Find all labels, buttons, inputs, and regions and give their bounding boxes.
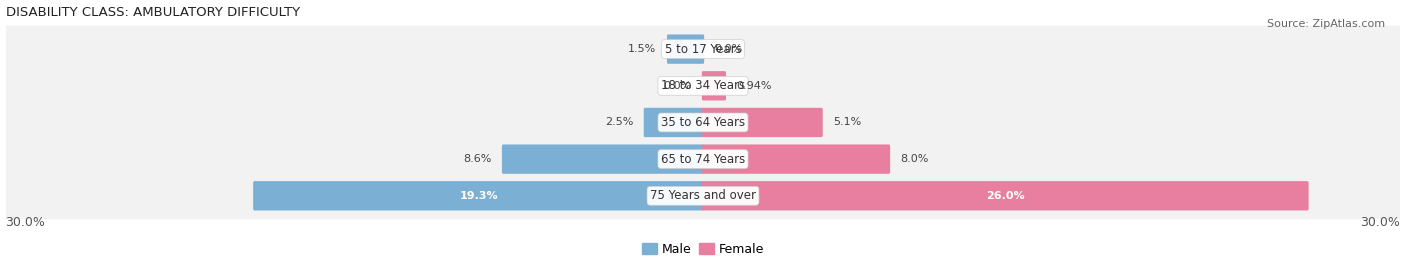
Text: 5 to 17 Years: 5 to 17 Years: [665, 43, 741, 56]
FancyBboxPatch shape: [666, 35, 704, 64]
FancyBboxPatch shape: [253, 181, 704, 210]
Text: 1.5%: 1.5%: [628, 44, 657, 54]
FancyBboxPatch shape: [1, 99, 1405, 146]
Text: 65 to 74 Years: 65 to 74 Years: [661, 152, 745, 166]
Text: 18 to 34 Years: 18 to 34 Years: [661, 79, 745, 92]
FancyBboxPatch shape: [1, 136, 1405, 183]
Text: 2.5%: 2.5%: [605, 117, 633, 128]
FancyBboxPatch shape: [702, 181, 1309, 210]
Text: 5.1%: 5.1%: [834, 117, 862, 128]
Text: 0.0%: 0.0%: [714, 44, 742, 54]
Legend: Male, Female: Male, Female: [637, 238, 769, 260]
Text: 0.0%: 0.0%: [664, 81, 692, 91]
FancyBboxPatch shape: [644, 108, 704, 137]
FancyBboxPatch shape: [1, 172, 1405, 219]
FancyBboxPatch shape: [1, 26, 1405, 73]
Text: 35 to 64 Years: 35 to 64 Years: [661, 116, 745, 129]
FancyBboxPatch shape: [702, 71, 725, 100]
FancyBboxPatch shape: [1, 62, 1405, 109]
FancyBboxPatch shape: [702, 144, 890, 174]
Text: 8.0%: 8.0%: [901, 154, 929, 164]
Text: Source: ZipAtlas.com: Source: ZipAtlas.com: [1267, 19, 1385, 29]
Text: 8.6%: 8.6%: [463, 154, 492, 164]
FancyBboxPatch shape: [702, 108, 823, 137]
Text: 30.0%: 30.0%: [1361, 216, 1400, 229]
Text: DISABILITY CLASS: AMBULATORY DIFFICULTY: DISABILITY CLASS: AMBULATORY DIFFICULTY: [6, 6, 299, 18]
Text: 30.0%: 30.0%: [6, 216, 45, 229]
Text: 0.94%: 0.94%: [737, 81, 772, 91]
FancyBboxPatch shape: [502, 144, 704, 174]
Text: 75 Years and over: 75 Years and over: [650, 189, 756, 202]
Text: 26.0%: 26.0%: [986, 191, 1025, 201]
Text: 19.3%: 19.3%: [460, 191, 498, 201]
